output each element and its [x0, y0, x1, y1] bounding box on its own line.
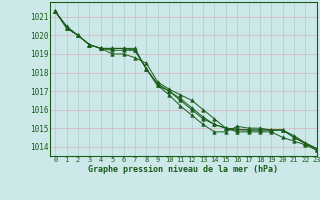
- X-axis label: Graphe pression niveau de la mer (hPa): Graphe pression niveau de la mer (hPa): [88, 165, 278, 174]
